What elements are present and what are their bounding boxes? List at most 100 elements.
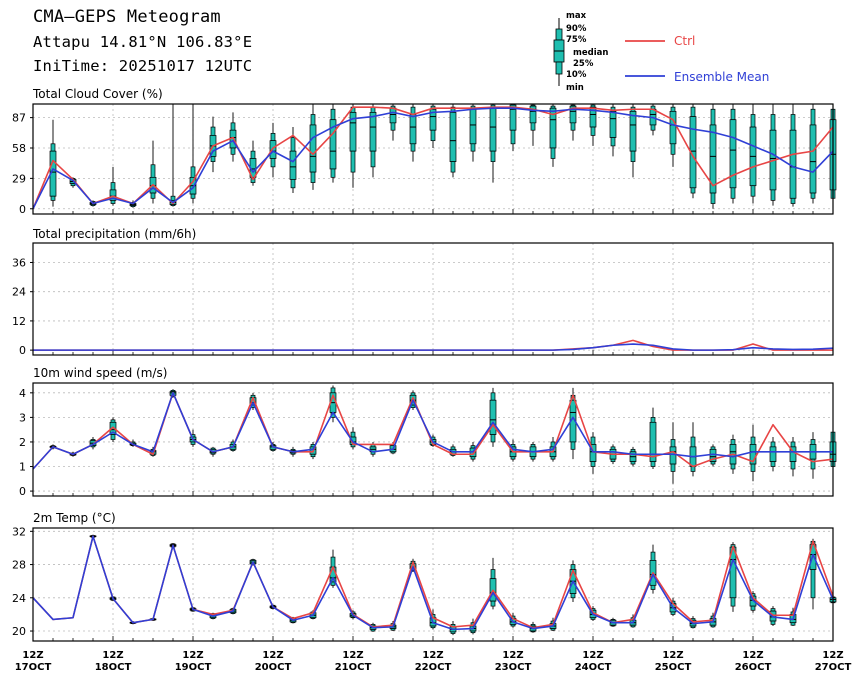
xlabel-bottom-5: 22OCT — [415, 662, 452, 673]
box-0-13 — [289, 127, 297, 194]
box-lower-0-7 — [170, 204, 176, 206]
legend-label-3: median — [573, 48, 608, 58]
box-lower-2-36 — [750, 463, 756, 472]
box-lower-3-10 — [230, 612, 236, 614]
box-0-35 — [729, 104, 737, 204]
box-lower-0-33 — [690, 187, 696, 194]
ytick-label-1-0: 0 — [19, 344, 26, 357]
box-0-27 — [569, 104, 577, 141]
box-lower-0-15 — [330, 168, 336, 178]
box-upper-2-32 — [670, 439, 676, 448]
box-2-28 — [589, 432, 597, 474]
box-lower-2-28 — [590, 461, 596, 467]
box-0-4 — [109, 166, 117, 206]
box-upper-2-23 — [490, 392, 496, 401]
xlabel-bottom-4: 21OCT — [335, 662, 372, 673]
legend-label-5: 10% — [566, 70, 587, 80]
box-iqr-0-12 — [269, 140, 277, 159]
xlabel-bottom-0: 17OCT — [15, 662, 52, 673]
box-upper-2-30 — [630, 448, 636, 453]
box-lower-2-18 — [390, 451, 396, 454]
box-iqr-0-22 — [469, 108, 477, 145]
box-lower-3-17 — [370, 629, 376, 632]
box-lower-0-2 — [70, 183, 76, 187]
box-lower-0-13 — [290, 179, 296, 189]
box-lower-3-28 — [590, 617, 596, 620]
box-lower-0-1 — [50, 195, 56, 201]
xlabel-top-4: 12Z — [342, 650, 363, 661]
box-upper-2-16 — [350, 431, 356, 438]
box-lower-2-14 — [310, 453, 316, 458]
box-0-1 — [49, 119, 57, 207]
ytick-label-3-1: 24 — [12, 592, 26, 605]
xlabel-bottom-2: 19OCT — [175, 662, 212, 673]
box-0-16 — [349, 104, 357, 188]
panel-title-3: 2m Temp (°C) — [33, 511, 116, 525]
xlabel-bottom-7: 24OCT — [575, 662, 612, 673]
box-upper-2-36 — [750, 436, 756, 445]
box-upper-0-12 — [270, 132, 276, 142]
box-0-24 — [509, 103, 517, 152]
box-lower-3-36 — [750, 605, 756, 611]
box-0-22 — [469, 104, 477, 162]
box-iqr-0-17 — [369, 112, 377, 152]
box-lower-2-25 — [530, 456, 536, 460]
box-upper-3-27 — [570, 564, 576, 570]
box-lower-3-13 — [290, 621, 296, 624]
box-upper-0-33 — [690, 106, 696, 117]
box-lower-2-26 — [550, 456, 556, 460]
box-lower-0-26 — [550, 147, 556, 159]
xlabel-top-2: 12Z — [182, 650, 203, 661]
box-0-6 — [149, 140, 157, 204]
box-lower-0-23 — [490, 150, 496, 162]
legend-label-4: 25% — [573, 59, 594, 69]
box-lower-3-29 — [610, 624, 616, 627]
box-lower-3-9 — [210, 617, 216, 619]
box-iqr-0-35 — [729, 119, 737, 189]
xlabel-bottom-8: 25OCT — [655, 662, 692, 673]
xlabel-top-1: 12Z — [102, 650, 123, 661]
box-lower-0-24 — [510, 129, 516, 145]
box-lower-2-27 — [570, 441, 576, 450]
box-upper-2-4 — [110, 419, 116, 423]
box-lower-0-12 — [270, 158, 276, 168]
xlabel-top-10: 12Z — [822, 650, 843, 661]
box-iqr-2-37 — [769, 446, 777, 462]
box-upper-0-38 — [790, 114, 796, 131]
box-lower-2-29 — [610, 458, 616, 462]
box-iqr-0-18 — [389, 107, 397, 124]
panel-frame-3 — [32, 527, 834, 642]
box-upper-0-34 — [710, 108, 716, 126]
box-iqr-0-30 — [629, 110, 637, 152]
panel-frame-1 — [32, 242, 834, 356]
box-lower-0-6 — [150, 192, 156, 199]
box-2-37 — [769, 437, 777, 472]
box-2-31 — [649, 407, 657, 469]
ytick-label-2-1: 1 — [19, 461, 26, 474]
legend-box-upper — [555, 28, 563, 41]
panel-frame-0 — [32, 103, 834, 215]
box-2-36 — [749, 424, 757, 482]
box-lower-3-20 — [430, 625, 436, 629]
box-lower-2-37 — [770, 461, 776, 467]
box-upper-0-1 — [50, 143, 56, 152]
ytick-label-0-0: 0 — [19, 203, 26, 216]
box-lower-0-35 — [730, 187, 736, 199]
xlabel-bottom-1: 18OCT — [95, 662, 132, 673]
box-2-34 — [709, 444, 717, 467]
box-lower-2-10 — [230, 448, 236, 451]
box-upper-2-37 — [770, 441, 776, 448]
box-lower-3-22 — [470, 630, 476, 634]
box-lower-3-33 — [690, 625, 696, 629]
box-upper-0-39 — [810, 108, 816, 126]
box-3-35 — [729, 542, 737, 612]
ytick-label-0-2: 58 — [12, 142, 26, 155]
box-lower-2-24 — [510, 456, 516, 460]
box-lower-0-34 — [710, 192, 716, 204]
box-2-33 — [689, 422, 697, 477]
box-lower-2-32 — [670, 463, 676, 472]
box-2-38 — [789, 437, 797, 477]
box-upper-2-29 — [610, 446, 616, 450]
box-upper-3-31 — [650, 551, 656, 561]
box-lower-0-39 — [810, 192, 816, 199]
